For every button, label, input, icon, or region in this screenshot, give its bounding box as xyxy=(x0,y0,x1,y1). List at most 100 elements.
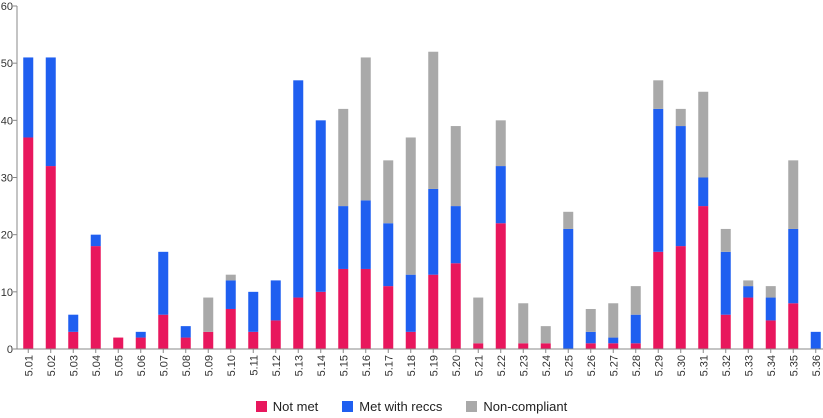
legend-item-not-met: Not met xyxy=(255,398,319,414)
bar-segment-not-met xyxy=(518,343,529,349)
bar-segment-not-met xyxy=(428,274,439,349)
legend-label-not-met: Not met xyxy=(272,398,319,414)
bar-segment-non-compliant xyxy=(675,108,686,127)
bar-segment-met-with-reccs xyxy=(653,108,664,252)
bar-segment-met-with-reccs xyxy=(338,206,349,269)
bar-segment-non-compliant xyxy=(563,211,574,229)
x-tick-label: 5.32 xyxy=(721,355,733,376)
legend: Not met Met with reccs Non-compliant xyxy=(0,397,823,415)
x-tick-label: 5.17 xyxy=(383,355,395,376)
legend-swatch-non-compliant xyxy=(466,400,478,412)
bar-segment-met-with-reccs xyxy=(675,126,686,247)
x-axis: 5.01 5.02 5.03 5.04 5.05 5.06 5.07 5.08 5.09 5.10… xyxy=(17,348,823,376)
bar-segment-met-with-reccs xyxy=(68,314,79,332)
x-tick-label: 5.34 xyxy=(766,355,778,376)
bars xyxy=(23,51,821,349)
legend-label-non-compliant: Non-compliant xyxy=(483,398,568,414)
x-tick-label: 5.22 xyxy=(496,355,508,376)
bar-segment-not-met xyxy=(90,246,101,349)
legend-swatch-met-with-reccs xyxy=(342,400,354,412)
bar-segment-non-compliant xyxy=(473,297,484,344)
bar-segment-met-with-reccs xyxy=(23,57,34,138)
bar-segment-not-met xyxy=(383,286,394,349)
bar-segment-not-met xyxy=(675,246,686,349)
x-tick-label: 5.19 xyxy=(428,355,440,376)
bar-segment-met-with-reccs xyxy=(360,200,371,269)
x-tick-label: 5.21 xyxy=(473,355,485,376)
bar-segment-non-compliant xyxy=(540,326,551,344)
bar-segment-non-compliant xyxy=(765,286,776,298)
bar-segment-met-with-reccs xyxy=(450,206,461,264)
bar-segment-met-with-reccs xyxy=(270,280,281,321)
bar-segment-non-compliant xyxy=(203,297,214,332)
bar-segment-non-compliant xyxy=(585,308,596,332)
bar-segment-met-with-reccs xyxy=(608,337,619,344)
bar-segment-met-with-reccs xyxy=(698,177,709,207)
y-tick-label: 0 xyxy=(7,344,13,356)
x-tick-label: 5.03 xyxy=(68,355,80,376)
bar-segment-not-met xyxy=(203,331,214,349)
bar-segment-met-with-reccs xyxy=(135,331,146,338)
x-tick-label: 5.18 xyxy=(406,355,418,376)
x-tick-label: 5.15 xyxy=(338,355,350,376)
bar-segment-met-with-reccs xyxy=(180,326,191,338)
bar-segment-not-met xyxy=(248,331,259,349)
bar-segment-met-with-reccs xyxy=(563,228,574,349)
bar-segment-not-met xyxy=(720,314,731,349)
bar-segment-not-met xyxy=(495,223,506,349)
bar-segment-not-met xyxy=(338,268,349,349)
bar-segment-met-with-reccs xyxy=(495,166,506,224)
bar-segment-not-met xyxy=(473,343,484,349)
bar-segment-not-met xyxy=(630,343,641,349)
bar-segment-met-with-reccs xyxy=(720,251,731,315)
x-tick-label: 5.36 xyxy=(811,355,823,376)
bar-segment-not-met xyxy=(293,297,304,349)
legend-item-met-with-reccs: Met with reccs xyxy=(342,399,442,414)
bar-segment-met-with-reccs xyxy=(405,274,416,332)
x-tick-label: 5.26 xyxy=(586,355,598,376)
bar-segment-met-with-reccs xyxy=(585,331,596,344)
x-tick-label: 5.35 xyxy=(788,355,800,376)
x-tick-label: 5.28 xyxy=(631,355,643,376)
x-tick-label: 5.06 xyxy=(136,355,148,376)
bar-segment-non-compliant xyxy=(405,137,416,275)
bar-segment-not-met xyxy=(158,314,169,349)
bar-segment-not-met xyxy=(23,137,34,349)
bar-segment-not-met xyxy=(698,206,709,349)
bar-segment-non-compliant xyxy=(698,91,709,178)
bar-segment-non-compliant xyxy=(338,108,349,207)
bar-segment-non-compliant xyxy=(360,57,371,201)
y-axis: 0 10 20 30 40 50 60 xyxy=(1,1,18,356)
bar-segment-met-with-reccs xyxy=(765,297,776,321)
bar-segment-non-compliant xyxy=(720,228,731,252)
x-tick-label: 5.23 xyxy=(518,355,530,376)
bar-segment-not-met xyxy=(540,343,551,349)
x-tick-label: 5.31 xyxy=(698,355,710,376)
x-tick-label: 5.09 xyxy=(203,355,215,376)
y-tick-label: 60 xyxy=(1,1,13,13)
bar-segment-not-met xyxy=(180,337,191,349)
x-tick-label: 5.07 xyxy=(158,355,170,376)
x-tick-label: 5.24 xyxy=(541,355,553,376)
x-tick-label: 5.14 xyxy=(316,355,328,376)
bar-segment-non-compliant xyxy=(428,51,439,189)
x-tick-label: 5.13 xyxy=(293,355,305,376)
x-tick-label: 5.25 xyxy=(563,355,575,376)
x-tick-label: 5.08 xyxy=(181,355,193,376)
bar-segment-non-compliant xyxy=(788,160,799,229)
bar-segment-not-met xyxy=(585,343,596,349)
legend-label-met-with-reccs: Met with reccs xyxy=(359,398,443,414)
bar-segment-met-with-reccs xyxy=(45,57,56,167)
bar-segment-non-compliant xyxy=(495,120,506,167)
bar-segment-not-met xyxy=(113,337,124,349)
x-tick-label: 5.02 xyxy=(46,355,58,376)
x-tick-label: 5.05 xyxy=(113,355,125,376)
bar-segment-met-with-reccs xyxy=(788,228,799,304)
bar-segment-met-with-reccs xyxy=(90,234,101,247)
y-tick-label: 50 xyxy=(1,58,13,70)
bar-segment-met-with-reccs xyxy=(383,223,394,287)
bar-segment-met-with-reccs xyxy=(630,314,641,344)
x-tick-label: 5.11 xyxy=(248,355,260,376)
x-tick-label: 5.12 xyxy=(271,355,283,376)
